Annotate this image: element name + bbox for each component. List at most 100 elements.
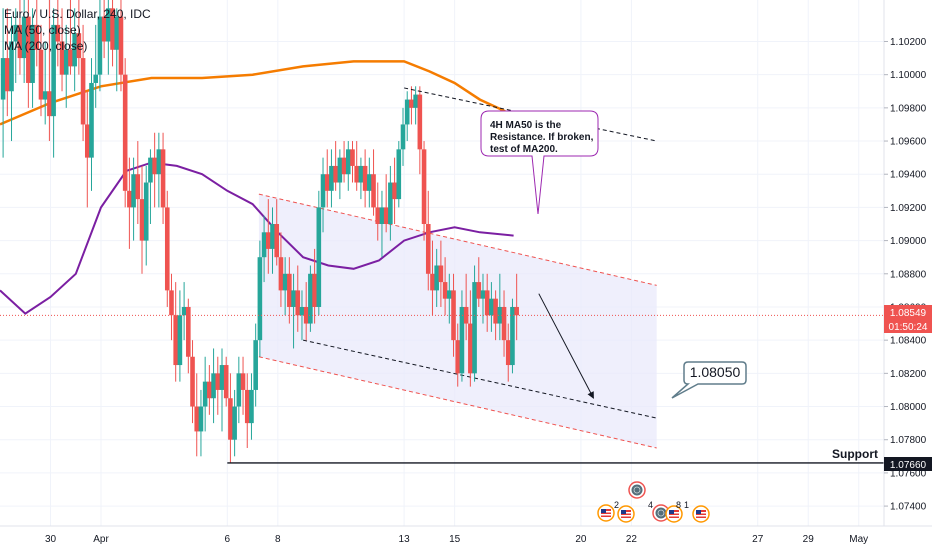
candle-body — [442, 282, 448, 299]
y-tick-label: 1.07800 — [890, 435, 927, 446]
candle-body — [476, 282, 482, 299]
time-axis[interactable]: 30 Apr 6 8 13 15 20 22 27 29 May — [0, 525, 932, 545]
candle-body — [211, 373, 216, 399]
us-event-icon — [665, 505, 683, 523]
x-tick-label: 22 — [626, 534, 638, 545]
candle-body — [421, 149, 427, 225]
candle-body — [287, 273, 292, 307]
price-channel[interactable] — [258, 193, 657, 449]
candle-body — [5, 58, 10, 92]
candle-body — [413, 94, 418, 108]
candle-body — [59, 41, 65, 75]
y-tick-label: 1.08200 — [890, 369, 927, 380]
candle-body — [438, 265, 444, 283]
candle-body — [324, 174, 330, 191]
candle-body — [219, 365, 225, 390]
candle-body — [47, 91, 52, 117]
candle-body — [21, 16, 27, 59]
resistance-callout-line-2: Resistance. If broken, — [490, 132, 594, 143]
flag-stripe — [696, 515, 706, 517]
candle-body — [110, 8, 115, 50]
x-tick-label: Apr — [93, 534, 109, 545]
y-tick-label: 1.08400 — [890, 336, 927, 347]
price-tags: 1.08549 01:50:24 1.07660 — [884, 305, 932, 471]
candle-body — [173, 315, 178, 366]
candle-body — [215, 373, 221, 390]
us-event-icon — [692, 505, 710, 523]
channel-mid-line — [302, 339, 657, 419]
candle-body — [274, 224, 280, 258]
ma200-legend[interactable]: MA (200, close) — [4, 39, 88, 53]
target-callout-bubble[interactable] — [671, 361, 747, 399]
candle-body — [190, 356, 195, 407]
candle-body — [367, 174, 372, 191]
candle-body — [232, 406, 237, 440]
symbol-title[interactable]: Euro / U.S. Dollar, 240, IDC — [4, 7, 151, 21]
resistance-callout-bubble[interactable] — [480, 110, 599, 215]
candle-body — [169, 290, 174, 316]
candle-body — [34, 24, 40, 50]
candle-body — [463, 306, 469, 324]
ma50-line — [0, 161, 514, 315]
candle-body — [84, 124, 90, 158]
candle-body — [72, 33, 77, 67]
flag-canton — [669, 510, 674, 514]
flag-stripe — [601, 514, 611, 516]
candle-body — [371, 174, 376, 208]
candle-body — [0, 58, 6, 100]
globe-body — [655, 507, 667, 519]
candle-body — [379, 207, 385, 225]
candle-body — [249, 389, 254, 424]
candle-body — [341, 157, 347, 175]
candle-body — [240, 373, 246, 390]
flag-canton — [621, 510, 626, 514]
y-tick-label: 1.09800 — [890, 103, 927, 114]
candle-body — [299, 306, 305, 316]
candles — [0, 0, 519, 463]
ma50-legend[interactable]: MA (50, close) — [4, 23, 81, 37]
candle-body — [42, 91, 48, 100]
candle-body — [97, 16, 103, 75]
y-tick-label: 1.09000 — [890, 236, 927, 247]
candle-body — [17, 24, 23, 59]
candle-body — [38, 49, 44, 100]
candle-body — [177, 315, 183, 366]
candle-body — [320, 174, 326, 208]
price-axis[interactable]: 1.07400 1.07600 1.07800 1.08000 1.08200 1.084… — [883, 0, 927, 526]
candle-body — [388, 182, 393, 225]
candle-body — [308, 273, 313, 324]
candle-body — [480, 290, 486, 299]
candle-body — [13, 24, 19, 42]
candle-body — [417, 94, 423, 150]
x-tick-label: 8 — [275, 534, 281, 545]
candle-body — [270, 224, 275, 249]
candle-body — [430, 273, 435, 291]
candle-body — [257, 257, 263, 341]
candle-body — [76, 33, 82, 59]
candle-body — [312, 273, 317, 307]
x-tick-label: 6 — [225, 534, 231, 545]
candle-body — [160, 149, 166, 208]
candle-body — [55, 24, 61, 42]
annotations[interactable]: 4H MA50 is the Resistance. If broken, te… — [480, 110, 878, 461]
candle-body — [350, 149, 355, 166]
x-tick-label: 20 — [575, 534, 587, 545]
candle-body — [278, 257, 284, 291]
candle-body — [26, 16, 31, 83]
candle-body — [51, 24, 56, 117]
candle-body — [468, 323, 473, 374]
candle-body — [425, 224, 431, 274]
countdown-tag — [884, 319, 932, 333]
y-tick-label: 1.07400 — [890, 502, 927, 513]
candle-body — [400, 124, 406, 150]
candle-body — [409, 99, 414, 108]
x-tick-label: 29 — [803, 534, 815, 545]
candle-body — [383, 207, 389, 225]
candle-body — [404, 99, 410, 125]
candle-body — [455, 340, 461, 374]
support-price-tag — [884, 457, 932, 471]
x-tick-label: 15 — [449, 534, 461, 545]
candle-body — [156, 149, 162, 175]
